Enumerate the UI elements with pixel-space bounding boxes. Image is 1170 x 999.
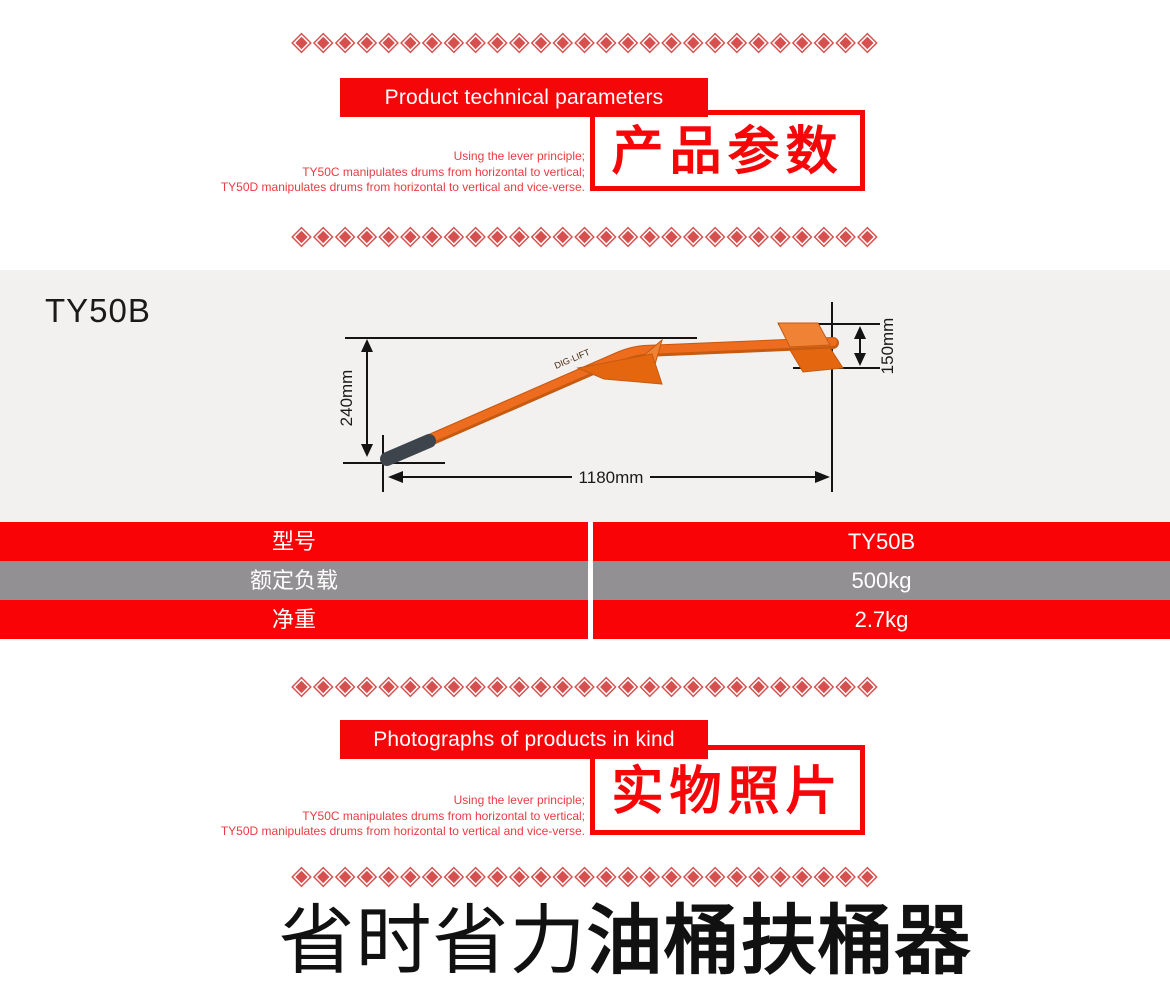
note-line: TY50C manipulates drums from horizontal … (302, 164, 585, 179)
section2-title: 实物照片 (611, 763, 844, 821)
note-line: Using the lever principle; (453, 149, 585, 163)
footer-title-normal: 省时省力 (278, 899, 587, 984)
row-label-cell: 净重 (0, 600, 588, 639)
section1-title: 产品参数 (611, 123, 844, 181)
diamond-divider-icon: ◈◈◈◈◈◈◈◈◈◈◈◈◈◈◈◈◈◈◈◈◈◈◈◈◈◈◈ (291, 220, 879, 250)
arrow-right-icon (815, 471, 830, 483)
row-label-cell: 额定负载 (0, 561, 588, 600)
note-line: TY50C manipulates drums from horizontal … (302, 808, 585, 823)
footer-title-bold: 油桶扶桶器 (586, 899, 972, 984)
table-row: 型号 TY50B (0, 522, 1170, 561)
product-diagram-panel: TY50B 240mm 150mm 1180mm (0, 270, 1170, 522)
footer-title: 省时省力油桶扶桶器 (40, 894, 1170, 989)
spec-table: 型号 TY50B 额定负载 500kg 净重 2.7kg (0, 522, 1170, 639)
arrow-down-icon (854, 353, 866, 366)
row-value-cell: TY50B (593, 522, 1170, 561)
table-row: 净重 2.7kg (0, 600, 1170, 639)
row-value-cell: 500kg (593, 561, 1170, 600)
section1-title-box: 产品参数 (590, 110, 865, 191)
section2-title-box: 实物照片 (590, 745, 865, 835)
column-divider (588, 561, 593, 600)
tool-pole-shadow (417, 337, 839, 449)
length-dimension-label: 1180mm (579, 468, 644, 487)
arrow-up-icon (361, 339, 373, 352)
arrow-up-icon (854, 326, 866, 339)
section2-banner: Photographs of products in kind (340, 720, 708, 759)
diamond-divider-icon: ◈◈◈◈◈◈◈◈◈◈◈◈◈◈◈◈◈◈◈◈◈◈◈◈◈◈◈ (291, 26, 879, 56)
arrow-down-icon (361, 444, 373, 457)
tool-pole (419, 338, 837, 446)
row-label-cell: 型号 (0, 522, 588, 561)
tool-jaw-plate (576, 353, 663, 385)
note-line: Using the lever principle; (453, 793, 585, 807)
column-divider (588, 600, 593, 639)
table-row: 额定负载 500kg (0, 561, 1170, 600)
section1-banner: Product technical parameters (340, 78, 708, 117)
note-line: TY50D manipulates drums from horizontal … (220, 824, 585, 838)
note-line: TY50D manipulates drums from horizontal … (220, 180, 585, 194)
tool-head-top-fin (777, 322, 831, 348)
model-label: TY50B (45, 292, 151, 329)
column-divider (588, 522, 593, 561)
height-dimension-label: 240mm (337, 370, 356, 427)
tool-head-bottom-fin (789, 347, 844, 373)
arrow-left-icon (388, 471, 403, 483)
product-dimension-diagram: 240mm 150mm 1180mm DIG·LIFT (337, 302, 897, 492)
tool-grip (380, 434, 436, 466)
section1-notes: Using the lever principle; TY50C manipul… (85, 149, 585, 196)
row-value-cell: 2.7kg (593, 600, 1170, 639)
section2-notes: Using the lever principle; TY50C manipul… (85, 793, 585, 840)
head-dimension-label: 150mm (878, 318, 897, 375)
diamond-divider-icon: ◈◈◈◈◈◈◈◈◈◈◈◈◈◈◈◈◈◈◈◈◈◈◈◈◈◈◈ (291, 670, 879, 700)
diamond-divider-icon: ◈◈◈◈◈◈◈◈◈◈◈◈◈◈◈◈◈◈◈◈◈◈◈◈◈◈◈ (291, 860, 879, 890)
